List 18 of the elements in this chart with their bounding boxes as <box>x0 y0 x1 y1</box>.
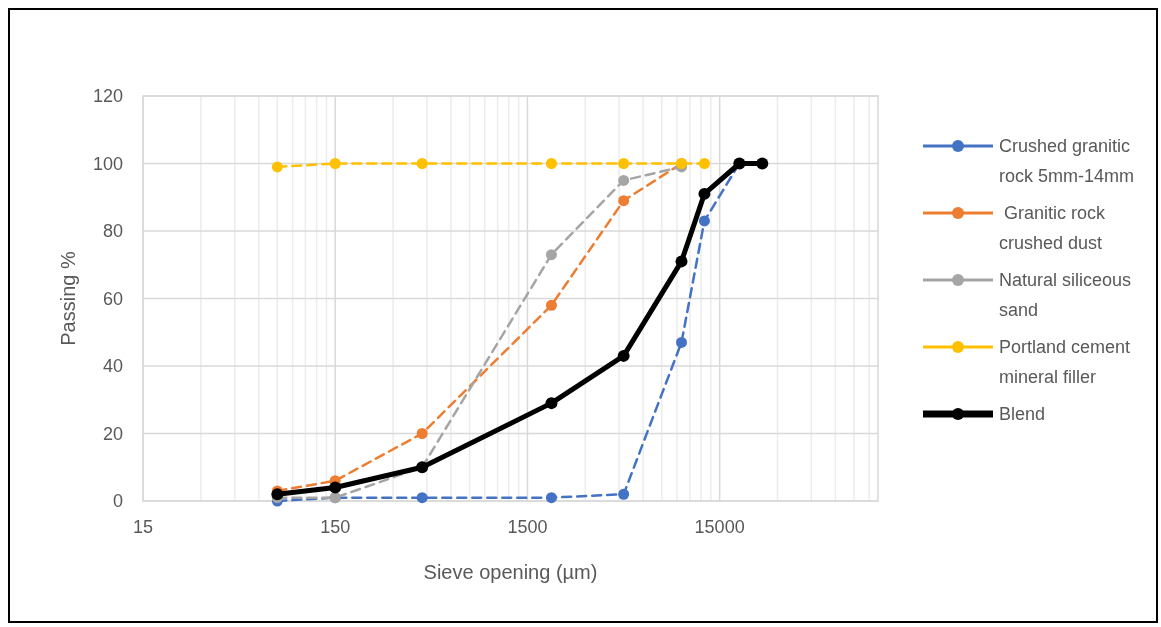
legend-label: Crushed granitic rock 5mm-14mm <box>999 136 1135 186</box>
legend-label: Portland cement mineral filler <box>999 337 1131 387</box>
legend-label: Natural siliceous sand <box>999 270 1132 320</box>
y-axis-title: Passing % <box>57 251 79 346</box>
y-tick-label: 40 <box>102 356 123 377</box>
y-tick-label: 100 <box>92 153 123 174</box>
x-tick-label: 15000 <box>694 517 745 537</box>
y-tick-label: 120 <box>92 86 123 107</box>
x-tick-label: 1500 <box>507 517 548 537</box>
y-tick-label: 20 <box>102 423 123 444</box>
y-tick-label: 0 <box>112 491 123 512</box>
x-tick-label: 150 <box>320 517 351 537</box>
y-tick-label: 80 <box>102 221 123 242</box>
legend-label: Blend <box>999 404 1046 424</box>
x-tick-label: 15 <box>132 517 154 537</box>
x-axis-title: Sieve opening (µm) <box>423 561 598 583</box>
y-tick-label: 60 <box>102 288 123 309</box>
legend-label: Granitic rock crushed dust <box>999 203 1107 253</box>
